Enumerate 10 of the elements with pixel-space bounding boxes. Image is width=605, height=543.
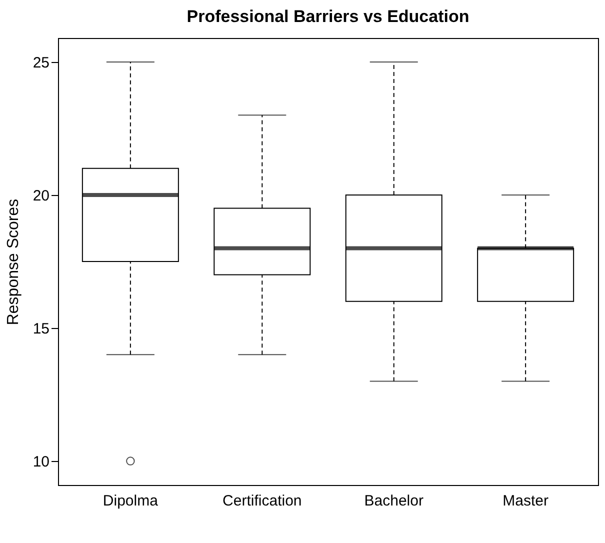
x-tick-label: Certification <box>222 492 302 510</box>
y-tick-label: 10 <box>32 454 50 471</box>
chart-title: Professional Barriers vs Education <box>186 7 470 26</box>
x-tick-label: Bachelor <box>364 492 424 510</box>
y-tick-label: 15 <box>32 320 50 338</box>
y-tick-label: 25 <box>32 54 50 72</box>
y-tick-label: 20 <box>32 187 50 204</box>
y-axis-title: Response Scores <box>4 198 22 326</box>
x-tick-label: Dipolma <box>102 492 159 510</box>
x-tick-label: Master <box>502 492 548 510</box>
